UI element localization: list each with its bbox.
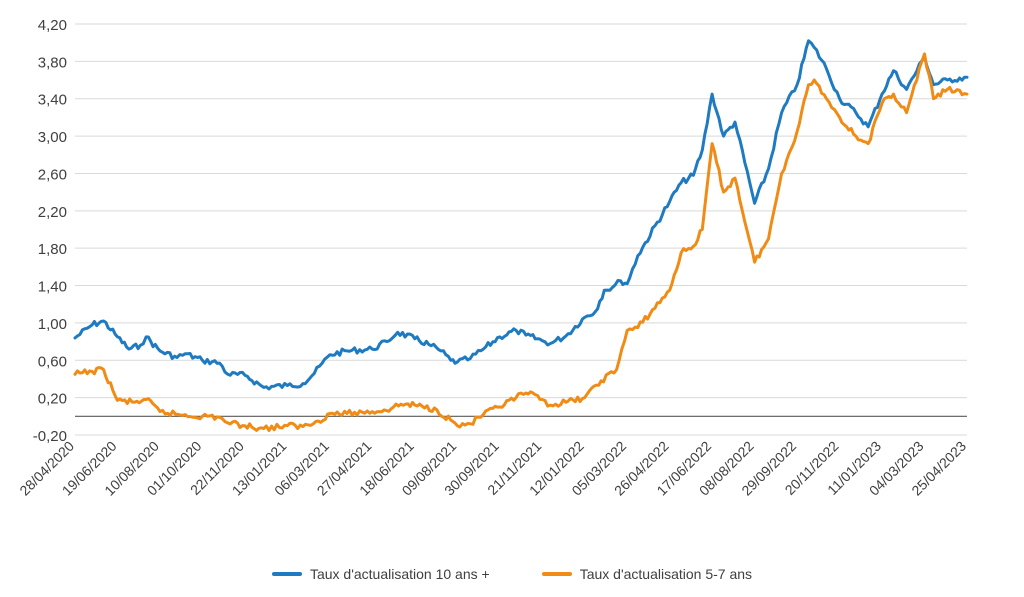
legend-swatch-series-1: [271, 572, 302, 576]
y-tick-label: 3,80: [38, 54, 67, 71]
y-tick-label: 0,20: [38, 391, 67, 408]
y-tick-label: 1,00: [38, 316, 67, 333]
legend-item-series-1[interactable]: Taux d'actualisation 10 ans +: [271, 566, 490, 582]
legend-label-series-2: Taux d'actualisation 5-7 ans: [579, 566, 753, 582]
series-line-2: [73, 52, 969, 432]
y-tick-label: 2,60: [38, 166, 67, 183]
gridlines: [75, 23, 967, 436]
legend-swatch-series-2: [541, 572, 572, 576]
y-tick-label: 0,60: [38, 353, 67, 370]
legend-item-series-2[interactable]: Taux d'actualisation 5-7 ans: [541, 566, 753, 582]
series-line-1: [73, 39, 969, 391]
y-tick-label: 3,40: [38, 92, 67, 109]
y-tick-label: 1,80: [38, 241, 67, 258]
line-chart: -0,20 0,20 0,60 1,00 1,40 1,80 2,20 2,60 3,00 3,4…: [16, 17, 969, 499]
legend-label-series-1: Taux d'actualisation 10 ans +: [309, 566, 490, 582]
y-tick-label: 3,00: [38, 129, 67, 146]
legend: Taux d'actualisation 10 ans + Taux d'act…: [0, 566, 1024, 582]
x-axis-tick-labels: 28/04/202019/06/202010/08/202001/10/2020…: [16, 438, 969, 499]
y-tick-label: 4,20: [38, 17, 67, 34]
y-tick-label: -0,20: [33, 428, 67, 445]
y-tick-label: 2,20: [38, 204, 67, 221]
y-tick-label: 1,40: [38, 279, 67, 296]
series-lines: [73, 39, 969, 432]
y-axis-tick-labels: -0,20 0,20 0,60 1,00 1,40 1,80 2,20 2,60 3,00 3,4…: [33, 17, 67, 445]
